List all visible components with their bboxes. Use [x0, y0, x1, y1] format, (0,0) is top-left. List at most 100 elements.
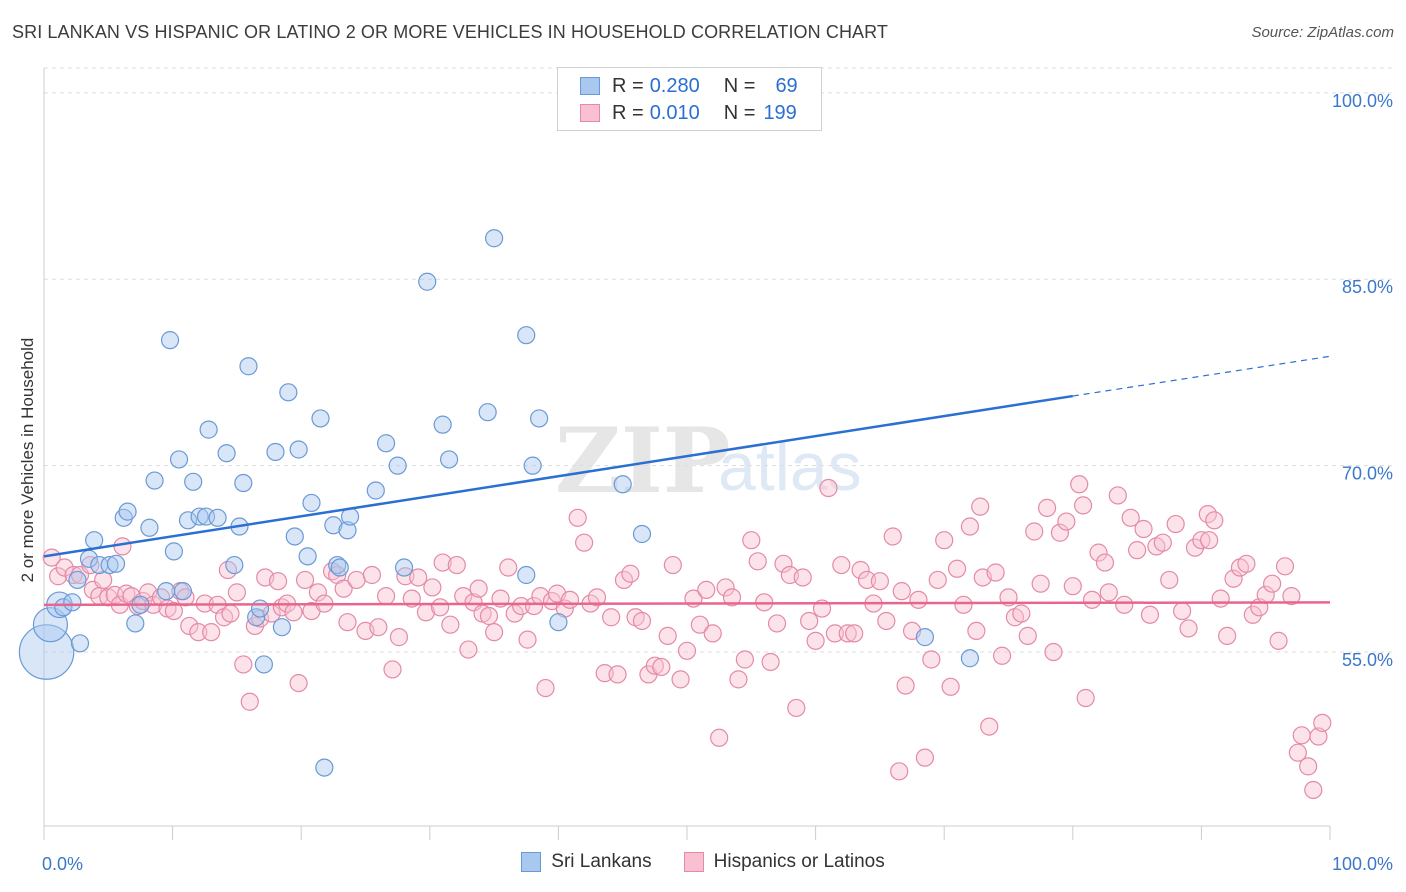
sri-lankan-point — [208, 508, 227, 527]
sri-lankan-point — [169, 450, 189, 469]
hispanic-point — [941, 677, 960, 696]
hispanic-point — [838, 624, 857, 643]
sri-lankan-point — [126, 614, 145, 633]
hispanic-point — [234, 655, 253, 674]
source-label: Source: ZipAtlas.com — [1251, 24, 1394, 41]
hispanic-point — [1160, 570, 1179, 590]
hispanic-point — [1057, 512, 1076, 531]
hispanic-point — [671, 670, 690, 689]
sri-lankan-point — [324, 516, 343, 535]
hispanic-point — [1309, 727, 1328, 746]
hispanic-point — [915, 748, 935, 767]
legend-swatch-hispanics — [683, 852, 704, 872]
hispanic-point — [499, 558, 518, 577]
hispanic-point — [896, 676, 915, 695]
hispanic-point — [1292, 726, 1311, 745]
hispanic-point — [485, 623, 504, 642]
watermark-atlas: atlas — [718, 429, 862, 505]
y-axis-label: 2 or more Vehicles in Household — [18, 337, 37, 583]
x-tick-label: 100.0% — [1332, 854, 1393, 874]
legend-swatch-sri-lankans — [521, 852, 542, 872]
sri-lankan-point — [433, 415, 452, 434]
sri-lankan-point — [517, 565, 536, 585]
sri-lankan-point — [217, 444, 236, 463]
sri-lankan-point — [315, 758, 334, 777]
hispanic-point — [883, 527, 902, 546]
hispanic-point — [1192, 531, 1211, 550]
hispanic-point — [621, 564, 640, 583]
hispanic-point — [1031, 574, 1050, 593]
legend-swatch-hispanics — [580, 104, 600, 122]
hispanic-point — [909, 590, 928, 609]
hispanic-point — [774, 554, 793, 573]
sri-lankan-point — [157, 582, 176, 601]
hispanic-point — [268, 572, 288, 591]
hispanic-point — [518, 630, 537, 649]
hispanic-point — [1224, 569, 1243, 588]
hispanic-point — [967, 621, 986, 641]
hispanic-point — [845, 624, 864, 643]
sri-lankan-point — [298, 547, 317, 566]
hispanic-point — [284, 603, 303, 622]
sri-lankan-point — [418, 272, 437, 291]
hispanic-point — [787, 698, 806, 718]
hispanic-point — [113, 537, 132, 556]
hispanic-point — [536, 678, 555, 698]
sri-lankan-trend-line — [43, 394, 1073, 558]
hispanic-point — [819, 478, 838, 498]
sri-lankan-point — [164, 542, 183, 561]
hispanic-point — [602, 608, 621, 627]
chart-title: SRI LANKAN VS HISPANIC OR LATINO 2 OR MO… — [12, 22, 889, 42]
sri-lankan-point — [184, 472, 203, 491]
hispanic-point — [632, 611, 652, 631]
hispanic-point — [992, 646, 1012, 665]
series-legend: Sri Lankans Hispanics or Latinos — [0, 851, 1406, 873]
hispanic-point — [716, 578, 735, 597]
hispanic-point — [289, 673, 308, 693]
hispanic-point — [922, 650, 941, 669]
hispanic-point — [1153, 533, 1172, 552]
legend-r-value: 0.280 — [649, 74, 700, 97]
hispanic-point — [986, 563, 1005, 582]
hispanic-point — [1237, 554, 1256, 573]
hispanic-point — [851, 560, 870, 580]
hispanic-point — [447, 555, 466, 575]
hispanic-point — [1205, 511, 1224, 530]
sri-lankan-point — [549, 613, 568, 632]
hispanic-point — [658, 626, 677, 645]
hispanic-point — [227, 583, 246, 602]
legend-swatch-sri-lankans — [580, 77, 600, 95]
hispanic-point — [954, 595, 973, 614]
sri-lankan-point — [225, 555, 244, 575]
sri-lankan-point — [366, 481, 385, 500]
sri-lankan-point — [272, 618, 292, 637]
hispanic-point — [595, 664, 614, 683]
hispanic-point — [1282, 587, 1301, 606]
hispanic-point — [1299, 757, 1318, 776]
legend-n-label: N = — [723, 74, 756, 97]
legend-r-label: R = — [612, 74, 644, 97]
legend-n-value: 199 — [763, 101, 797, 124]
hispanic-point — [202, 623, 221, 642]
hispanic-point — [240, 692, 259, 711]
hispanic-point — [441, 615, 460, 634]
sri-lankan-point — [523, 456, 542, 475]
hispanic-point — [1200, 531, 1219, 550]
sri-lankan-trend-extension — [1072, 355, 1331, 397]
hispanic-point — [479, 606, 499, 626]
hispanic-point — [935, 531, 954, 550]
hispanic-point — [1243, 605, 1262, 624]
hispanic-point — [663, 555, 682, 575]
hispanic-point — [652, 657, 671, 677]
sri-lankan-point — [32, 607, 69, 643]
sri-lankan-point — [376, 434, 396, 453]
sri-lankan-point — [439, 450, 459, 469]
sri-lankan-point — [160, 331, 180, 350]
hispanic-point — [1127, 541, 1147, 560]
sri-lankan-point — [100, 555, 119, 575]
hispanic-point — [1012, 604, 1031, 623]
hispanic-point — [1070, 475, 1089, 494]
sri-lankan-point — [632, 524, 652, 544]
hispanic-point — [1108, 486, 1127, 505]
hispanic-point — [1063, 577, 1082, 596]
